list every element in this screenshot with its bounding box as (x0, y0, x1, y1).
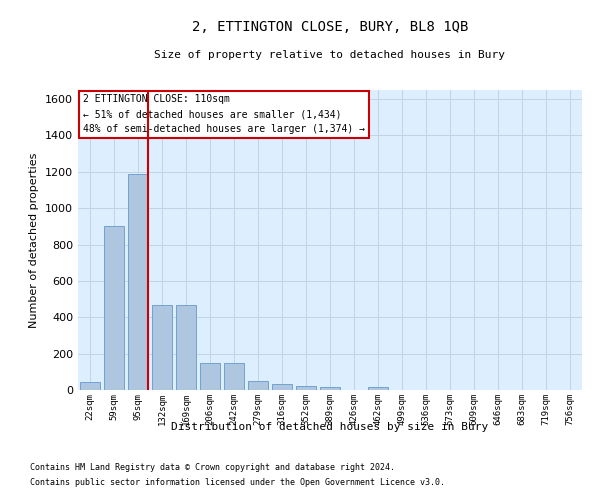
Bar (104, 226, 124, 390)
Bar (152, 304, 172, 390)
Bar (272, 384, 292, 390)
Bar (80, 382, 100, 390)
Bar (128, 174, 148, 390)
Y-axis label: Number of detached properties: Number of detached properties (29, 152, 40, 328)
Text: Contains HM Land Registry data © Crown copyright and database right 2024.: Contains HM Land Registry data © Crown c… (30, 463, 395, 472)
Bar (176, 306, 196, 390)
Bar (368, 386, 388, 390)
Bar (200, 363, 220, 390)
Text: 2 ETTINGTON CLOSE: 110sqm
← 51% of detached houses are smaller (1,434)
48% of se: 2 ETTINGTON CLOSE: 110sqm ← 51% of detac… (83, 94, 365, 134)
Bar (224, 363, 244, 390)
Text: Contains public sector information licensed under the Open Government Licence v3: Contains public sector information licen… (30, 478, 445, 487)
Bar (320, 386, 340, 390)
Text: Distribution of detached houses by size in Bury: Distribution of detached houses by size … (172, 422, 488, 432)
Text: 2, ETTINGTON CLOSE, BURY, BL8 1QB: 2, ETTINGTON CLOSE, BURY, BL8 1QB (192, 20, 468, 34)
Bar (296, 386, 316, 390)
Text: Size of property relative to detached houses in Bury: Size of property relative to detached ho… (155, 50, 505, 60)
Bar (248, 381, 268, 390)
